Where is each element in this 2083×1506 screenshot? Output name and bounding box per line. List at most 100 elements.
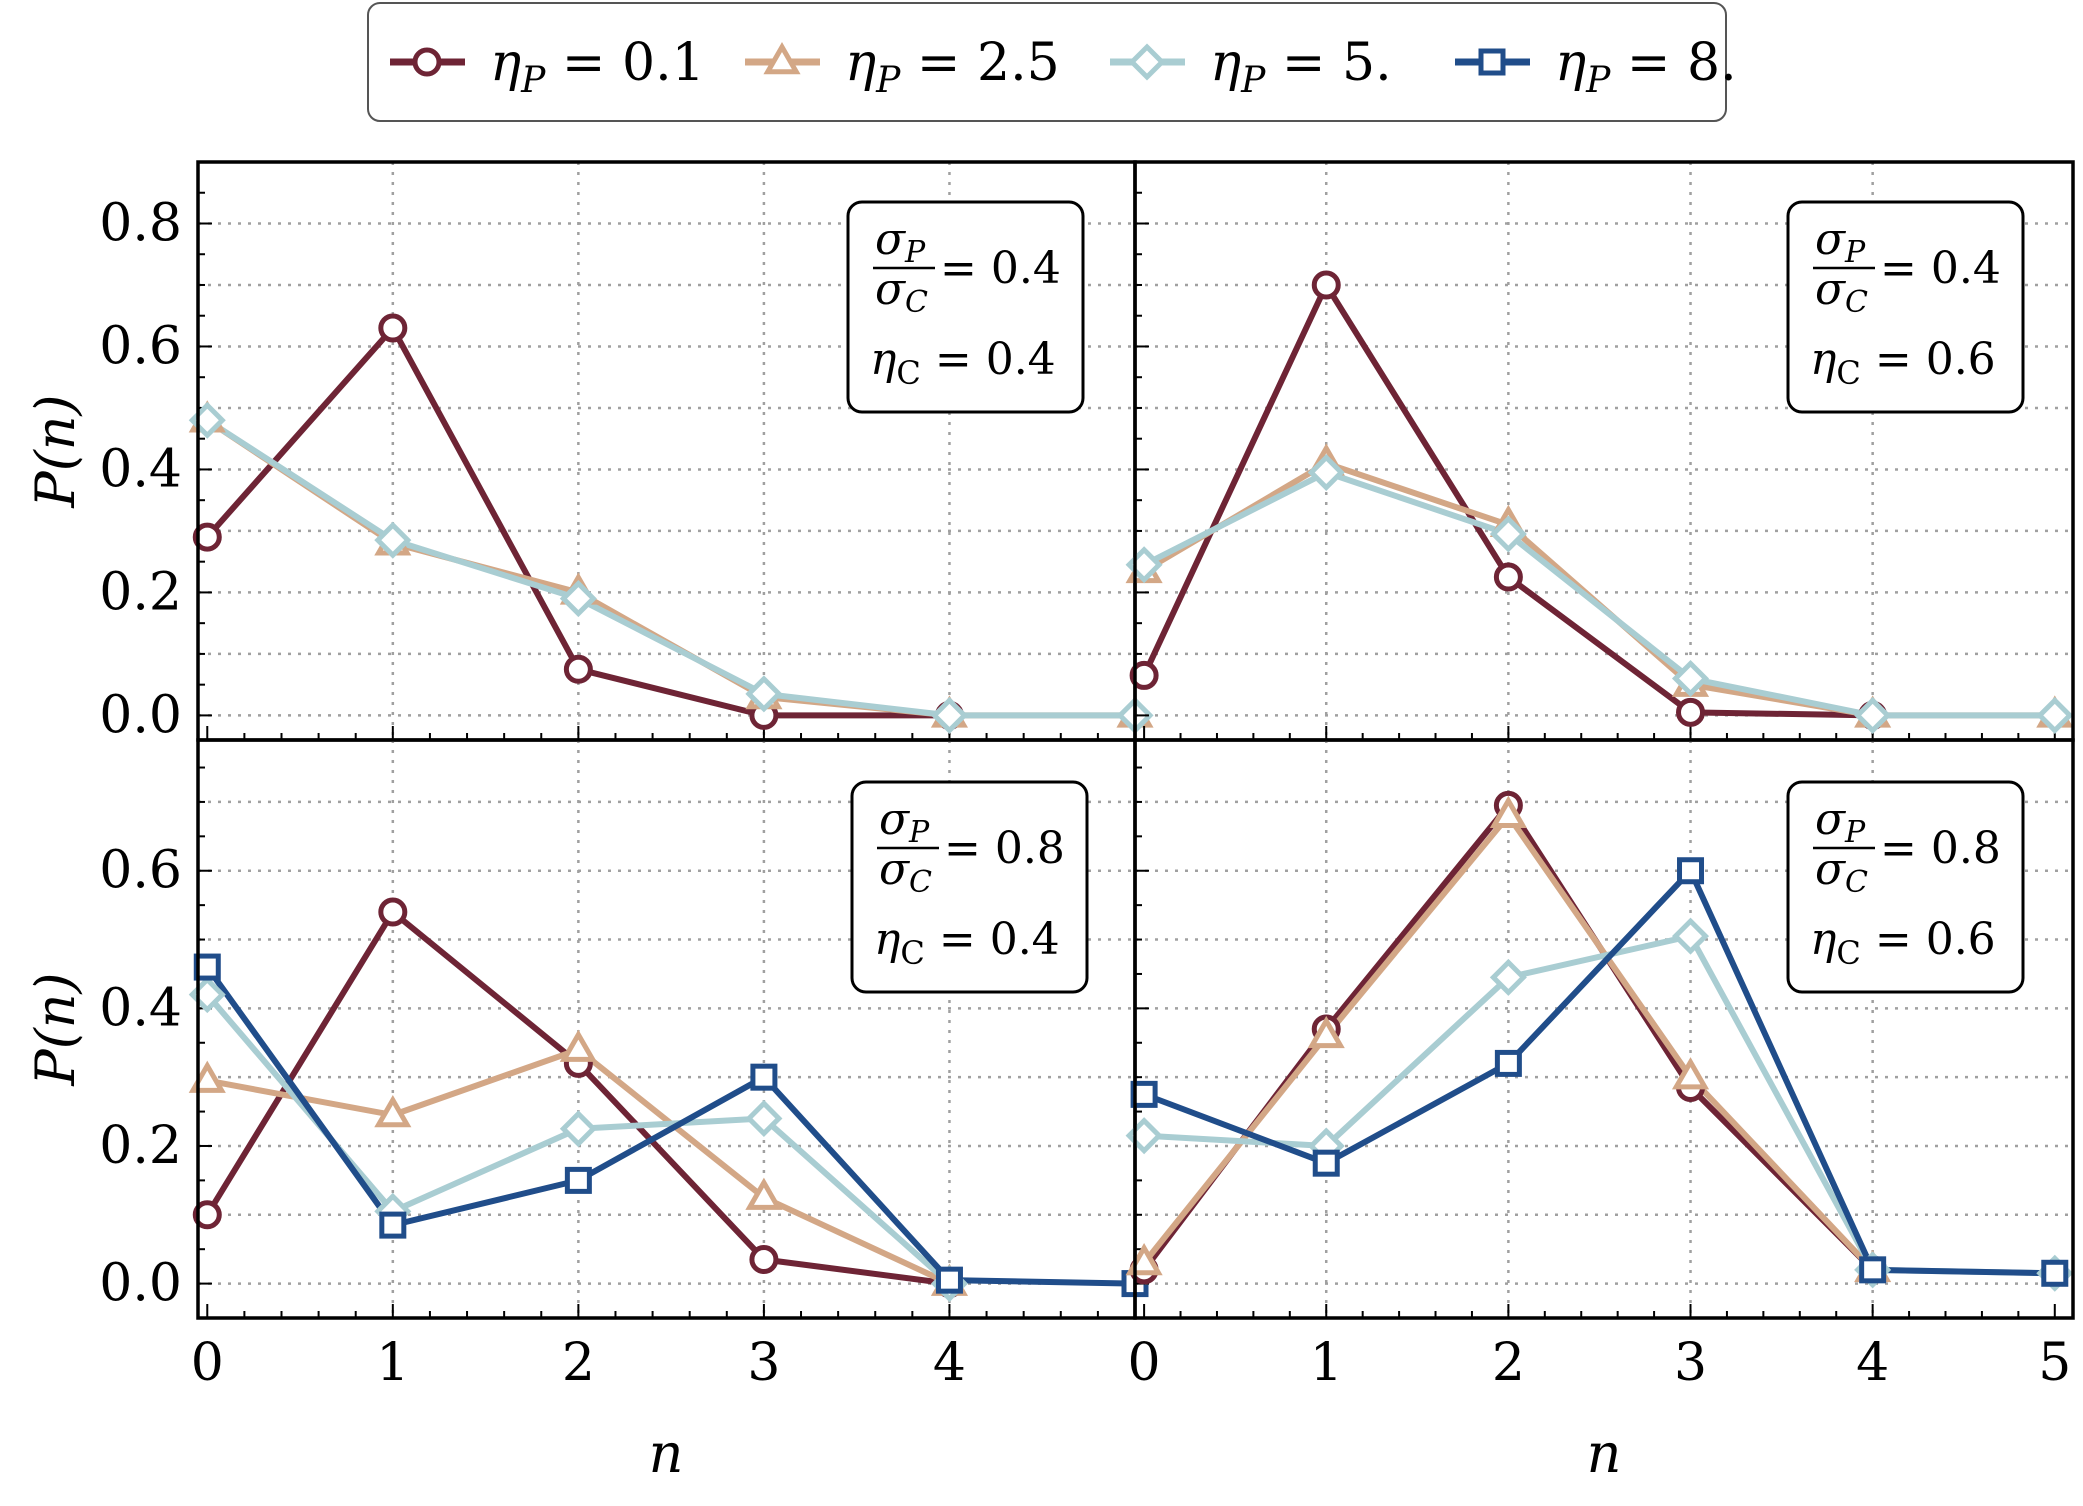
xtick-label: 4 [933,1333,966,1393]
ytick-label: 0.0 [99,1254,182,1314]
ratio-numerator: σP [1815,794,1866,850]
data-point-square [1494,1049,1522,1077]
ytick-label: 0.6 [99,316,182,376]
ratio-numerator: σP [875,214,926,270]
annotation-frame [846,200,1085,414]
eta-c-label: ηC = 0.6 [1810,914,1996,972]
x-axis-label: n [649,1422,684,1485]
ytick-label: 0.4 [99,978,182,1038]
ytick-label: 0.0 [99,685,182,745]
data-point-circle [749,1245,779,1275]
legend-label-0: ηP = 0.1 [490,33,705,101]
data-point-diamond [1307,453,1345,492]
series-line-0 [1141,281,1873,719]
xtick-label: 2 [562,1333,595,1393]
panel-frame [1133,738,2075,1320]
legend-marker-diamond [1128,43,1166,81]
ratio-value: = 0.4 [1880,243,2001,294]
ytick-label: 0.2 [99,562,182,622]
ratio-denominator: σC [1815,264,1868,320]
xtick-label: 4 [1856,1333,1889,1393]
series-line-0 [204,909,950,1287]
data-point-square [379,1211,407,1239]
data-point-circle [1676,697,1706,727]
series-line-1 [206,1046,951,1287]
ytick-label: 0.6 [99,841,182,901]
ytick-label: 0.8 [99,193,182,253]
legend-marker-triangle [763,41,801,75]
legend-label-1: ηP = 2.5 [845,33,1060,101]
xtick-label: 3 [1674,1333,1707,1393]
data-point-square [1312,1149,1340,1177]
data-point-diamond [1489,958,1527,996]
ratio-value: = 0.8 [1880,823,2001,874]
ratio-denominator: σC [875,264,928,320]
data-point-triangle [1489,795,1527,828]
ratio-value: = 0.8 [944,823,1065,874]
xtick-label: 1 [376,1333,409,1393]
data-point-circle [192,522,222,552]
y-axis-label: P(n) [24,394,87,508]
ratio-numerator: σP [1815,214,1866,270]
data-point-triangle [188,1060,226,1093]
data-point-square [1859,1256,1887,1284]
annotation-frame [1786,780,2025,994]
ratio-denominator: σC [879,844,932,900]
series-line-1 [1142,460,2055,719]
xtick-label: 5 [2038,1333,2071,1393]
data-point-diamond [2036,696,2074,734]
data-point-triangle [559,1029,597,1062]
data-point-triangle [1671,1057,1710,1090]
data-point-circle [378,313,408,343]
data-point-diamond [745,675,783,713]
legend: ηP = 0.1 ηP = 2.5 ηP = 5. ηP = 8. [367,2,1737,122]
data-point-diamond [374,521,412,559]
data-point-triangle [374,1095,412,1128]
y-axis-label: P(n) [24,972,87,1086]
data-point-square [935,1266,963,1294]
data-point-triangle [1307,1015,1345,1049]
series-line-2 [205,417,1135,719]
ratio-value: = 0.4 [940,243,1061,294]
data-point-square [564,1166,592,1194]
legend-label-2: ηP = 5. [1210,33,1392,101]
ratio-denominator: σC [1815,844,1868,900]
ratio-numerator: σP [879,794,930,850]
eta-c-label: ηC = 0.6 [1810,334,1996,392]
legend-box [367,2,1727,122]
data-point-square [1677,857,1705,885]
xtick-label: 0 [191,1333,224,1393]
eta-c-label: ηC = 0.4 [870,334,1056,392]
data-point-square [2041,1259,2069,1287]
eta-c-label: ηC = 0.4 [874,914,1060,972]
data-point-circle [378,897,408,927]
legend-marker-circle [412,47,442,77]
series-line-1 [205,417,1135,719]
data-point-circle [1493,562,1523,592]
data-point-square [750,1063,778,1091]
data-point-circle [1129,660,1159,690]
data-point-diamond [559,580,597,618]
data-point-diamond [1489,515,1527,553]
series-line-3 [204,965,1135,1287]
data-point-diamond [745,1099,783,1137]
data-point-circle [1311,270,1341,300]
data-point-triangle [745,1177,783,1210]
data-point-diamond [930,696,968,734]
data-point-diamond [1671,659,1710,698]
data-point-diamond [1854,696,1892,734]
xtick-label: 3 [747,1333,780,1393]
data-point-square [1130,1080,1158,1108]
series-line-3 [1143,867,2055,1277]
annotation-frame [1786,200,2025,414]
ytick-label: 0.2 [99,1116,182,1176]
